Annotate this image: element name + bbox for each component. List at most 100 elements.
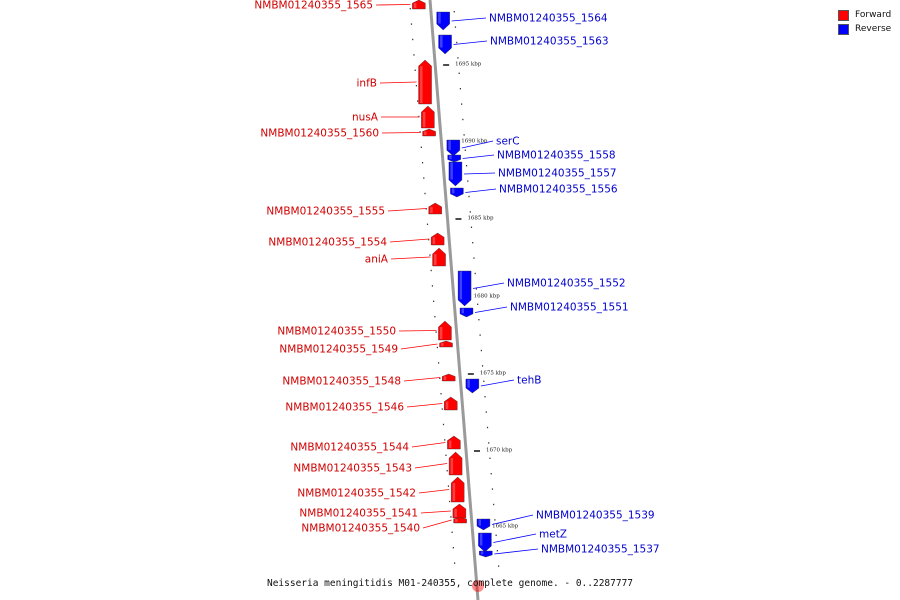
legend-reverse: Reverse (838, 22, 891, 36)
reverse-gene-arrow[interactable] (476, 518, 491, 531)
gene-label[interactable]: NMBM01240355_1552 (507, 278, 626, 290)
gene-feature[interactable]: NMBM01240355_1556 (450, 184, 618, 198)
forward-gene-arrow[interactable] (412, 0, 426, 10)
minor-tick (436, 346, 438, 349)
forward-swatch (838, 9, 849, 21)
gene-feature[interactable]: metZ (478, 529, 567, 553)
forward-gene-arrow[interactable] (428, 202, 442, 215)
gene-feature[interactable]: NMBM01240355_1560 (260, 128, 436, 140)
forward-gene-arrow[interactable] (422, 128, 436, 137)
minor-tick (484, 396, 486, 398)
minor-tick (479, 334, 481, 336)
gene-label[interactable]: NMBM01240355_1564 (489, 13, 608, 25)
gene-label[interactable]: tehB (517, 375, 541, 387)
forward-gene-arrow[interactable] (444, 396, 458, 411)
reverse-gene-arrow[interactable] (465, 378, 480, 394)
minor-tick (410, 23, 413, 25)
gene-label[interactable]: NMBM01240355_1550 (277, 326, 396, 338)
gene-label[interactable]: NMBM01240355_1544 (290, 442, 409, 454)
forward-gene-arrow[interactable] (421, 105, 435, 129)
forward-gene-arrow[interactable] (439, 340, 453, 348)
gene-label[interactable]: infB (357, 78, 377, 90)
gene-label[interactable]: serC (496, 136, 520, 148)
gene-label[interactable]: nusA (352, 112, 379, 124)
gene-feature[interactable]: NMBM01240355_1555 (266, 202, 442, 218)
gene-feature[interactable]: NMBM01240355_1551 (459, 302, 629, 318)
reverse-gene-arrow[interactable] (457, 270, 472, 307)
gene-feature[interactable]: NMBM01240355_1539 (476, 510, 655, 531)
forward-gene-arrow[interactable] (450, 476, 465, 503)
tick-marks (409, 8, 500, 592)
gene-feature[interactable]: NMBM01240355_1546 (285, 396, 458, 414)
legend: Forward Reverse (838, 8, 891, 36)
forward-gene-arrow[interactable] (438, 320, 452, 341)
gene-label[interactable]: NMBM01240355_1555 (266, 206, 385, 218)
reverse-gene-arrow[interactable] (459, 307, 474, 318)
gene-shading (443, 376, 447, 380)
forward-gene-arrow[interactable] (418, 59, 432, 105)
gene-label[interactable]: NMBM01240355_1560 (260, 128, 379, 140)
minor-tick (434, 316, 436, 318)
gene-feature[interactable]: NMBM01240355_1565 (254, 0, 426, 12)
reverse-gene-arrow[interactable] (438, 34, 452, 55)
forward-gene-arrow[interactable] (448, 451, 463, 476)
gene-label[interactable]: NMBM01240355_1558 (497, 150, 616, 162)
gene-label[interactable]: metZ (539, 529, 567, 541)
gene-shading (420, 66, 423, 103)
forward-gene-arrow[interactable] (442, 373, 456, 382)
gene-label[interactable]: NMBM01240355_1540 (301, 523, 420, 535)
gene-feature[interactable]: NMBM01240355_1537 (479, 544, 660, 558)
gene-feature[interactable]: NMBM01240355_1543 (293, 451, 463, 476)
gene-feature[interactable]: NMBM01240355_1540 (301, 516, 467, 535)
gene-feature[interactable]: NMBM01240355_1541 (299, 503, 467, 520)
reverse-gene-arrow[interactable] (450, 187, 464, 198)
gene-feature[interactable]: NMBM01240355_1558 (447, 150, 616, 163)
gene-label[interactable]: NMBM01240355_1556 (499, 184, 618, 196)
gene-label[interactable]: NMBM01240355_1554 (268, 237, 387, 249)
gene-feature[interactable]: tehB (465, 375, 542, 394)
gene-label[interactable]: aniA (365, 254, 389, 266)
gene-feature[interactable]: NMBM01240355_1550 (277, 320, 452, 341)
reverse-gene-arrow[interactable] (478, 532, 492, 553)
gene-feature[interactable]: NMBM01240355_1554 (268, 232, 445, 249)
gene-label[interactable]: NMBM01240355_1537 (541, 544, 660, 556)
gene-label[interactable]: NMBM01240355_1546 (285, 402, 404, 414)
gene-feature[interactable]: aniA (365, 247, 446, 267)
reverse-swatch (838, 23, 849, 35)
gene-feature[interactable]: infB (357, 59, 432, 105)
gene-feature[interactable]: NMBM01240355_1542 (297, 476, 465, 503)
minor-tick (489, 457, 491, 459)
forward-gene-arrow[interactable] (453, 516, 467, 524)
forward-gene-arrow[interactable] (430, 232, 445, 246)
gene-feature[interactable]: NMBM01240355_1549 (279, 340, 453, 356)
gene-feature[interactable]: NMBM01240355_1544 (290, 435, 461, 454)
gene-label-connector (398, 330, 437, 332)
minor-tick (420, 146, 422, 148)
reverse-gene-arrow[interactable] (448, 161, 463, 187)
gene-feature[interactable]: NMBM01240355_1557 (448, 161, 617, 187)
gene-label[interactable]: NMBM01240355_1549 (279, 344, 398, 356)
forward-gene-arrow[interactable] (432, 247, 446, 267)
gene-feature[interactable]: nusA (352, 105, 435, 129)
gene-label[interactable]: NMBM01240355_1548 (282, 376, 401, 388)
gene-label[interactable]: NMBM01240355_1565 (254, 0, 373, 12)
gene-feature[interactable]: NMBM01240355_1552 (457, 270, 626, 307)
gene-label[interactable]: NMBM01240355_1542 (297, 488, 416, 500)
minor-tick (486, 426, 489, 429)
forward-gene-arrow[interactable] (447, 435, 461, 450)
reverse-gene-arrow[interactable] (447, 154, 461, 163)
gene-label[interactable]: NMBM01240355_1557 (498, 168, 617, 180)
gene-label[interactable]: NMBM01240355_1541 (299, 508, 418, 520)
gene-label[interactable]: NMBM01240355_1543 (293, 463, 412, 475)
gene-label[interactable]: NMBM01240355_1551 (510, 302, 629, 314)
reverse-gene-arrow[interactable] (436, 11, 450, 31)
reverse-gene-arrow[interactable] (446, 139, 461, 157)
gene-feature[interactable]: serC (446, 136, 520, 157)
gene-feature[interactable]: NMBM01240355_1564 (436, 11, 608, 31)
gene-label[interactable]: NMBM01240355_1563 (490, 36, 609, 48)
reverse-gene-arrow[interactable] (479, 550, 493, 558)
gene-label[interactable]: NMBM01240355_1539 (536, 510, 655, 522)
gene-feature[interactable]: NMBM01240355_1548 (282, 373, 456, 388)
gene-feature[interactable]: NMBM01240355_1563 (438, 34, 609, 55)
